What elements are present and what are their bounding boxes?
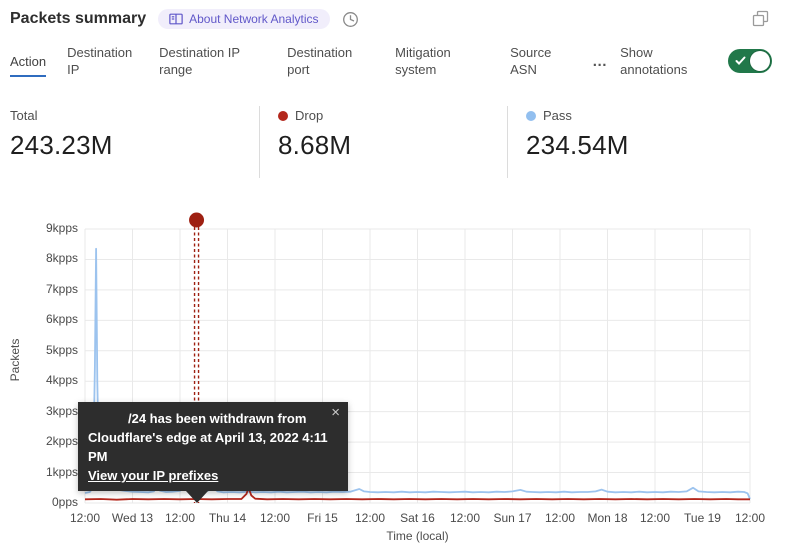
y-tick-label: 6kpps [45, 312, 78, 327]
x-tick-label: 12:00 [69, 511, 101, 525]
stat-total-value: 243.23M [10, 130, 113, 160]
x-tick-label: 12:00 [354, 511, 386, 525]
stat-pass: Pass 234.54M [508, 108, 629, 178]
y-tick-label: 5kpps [45, 342, 78, 357]
check-icon [735, 56, 746, 65]
stat-total-label: Total [10, 108, 38, 123]
tab-destination-ip-range[interactable]: Destination IP range [159, 45, 240, 77]
x-tick-label: Thu 14 [208, 511, 247, 525]
page-title: Packets summary [10, 10, 147, 27]
tooltip-line-1: /24 has been withdrawn from [128, 411, 307, 426]
view-ip-prefixes-link[interactable]: View your IP prefixes [88, 468, 219, 483]
drop-legend-dot [278, 110, 288, 121]
tab-action[interactable]: Action [10, 53, 47, 77]
x-tick-label: Tue 19 [684, 511, 721, 525]
x-tick-label: 12:00 [734, 511, 766, 525]
stat-drop-label: Drop [295, 108, 324, 123]
x-tick-label: Sun 17 [493, 511, 532, 525]
close-icon[interactable]: × [331, 404, 340, 421]
panel-header: Packets summary About Network Analytics [10, 9, 359, 29]
pass-legend-dot [526, 110, 536, 121]
tab-source-asn[interactable]: Source ASN [510, 45, 552, 77]
tab-destination-ip[interactable]: Destination IP [67, 45, 133, 77]
annotation-tooltip: × /24 has been withdrawn from Cloudflare… [78, 402, 348, 503]
x-tick-label: 12:00 [259, 511, 291, 525]
y-tick-label: 9kpps [45, 221, 78, 236]
summary-stats: Total 243.23M Drop 8.68M Pass 234.54M [10, 106, 629, 178]
tab-destination-port[interactable]: Destination port [287, 45, 353, 77]
stats-divider [507, 106, 508, 178]
more-tabs-icon[interactable]: … [592, 52, 609, 70]
x-tick-label: Wed 13 [111, 511, 154, 525]
y-tick-label: 1kpps [45, 464, 78, 479]
y-tick-label: 4kpps [45, 373, 78, 388]
y-tick-label: 7kpps [45, 281, 78, 296]
stat-drop-value: 8.68M [278, 130, 352, 160]
show-annotations-label: Show annotations [620, 45, 688, 77]
tooltip-caret [186, 491, 208, 503]
y-tick-label: 0pps [51, 495, 78, 509]
x-axis-title: Time (local) [386, 529, 449, 543]
badge-label: About Network Analytics [189, 12, 319, 26]
y-tick-label: 3kpps [45, 403, 78, 418]
book-icon [169, 13, 183, 25]
x-tick-label: Fri 15 [307, 511, 338, 525]
stats-divider [259, 106, 260, 178]
x-tick-label: 12:00 [639, 511, 671, 525]
x-tick-label: Sat 16 [400, 511, 435, 525]
x-tick-label: 12:00 [544, 511, 576, 525]
toggle-knob [750, 51, 771, 71]
about-network-analytics-badge[interactable]: About Network Analytics [158, 9, 330, 29]
y-tick-label: 8kpps [45, 251, 78, 266]
y-tick-label: 2kpps [45, 434, 78, 449]
stat-pass-label: Pass [543, 108, 572, 123]
x-tick-label: 12:00 [164, 511, 196, 525]
stat-drop: Drop 8.68M [260, 108, 507, 178]
dimension-tabs: Action Destination IP Destination IP ran… [10, 44, 773, 78]
show-annotations-toggle[interactable] [728, 49, 773, 73]
open-in-new-window-icon[interactable] [752, 10, 769, 27]
tooltip-line-2: Cloudflare's edge at April 13, 2022 4:11… [88, 430, 328, 464]
x-tick-label: 12:00 [449, 511, 481, 525]
stat-total: Total 243.23M [10, 108, 259, 178]
x-tick-label: Mon 18 [587, 511, 628, 525]
stat-pass-value: 234.54M [526, 130, 629, 160]
tab-mitigation-system[interactable]: Mitigation system [395, 45, 451, 77]
time-period-icon[interactable] [342, 11, 359, 28]
